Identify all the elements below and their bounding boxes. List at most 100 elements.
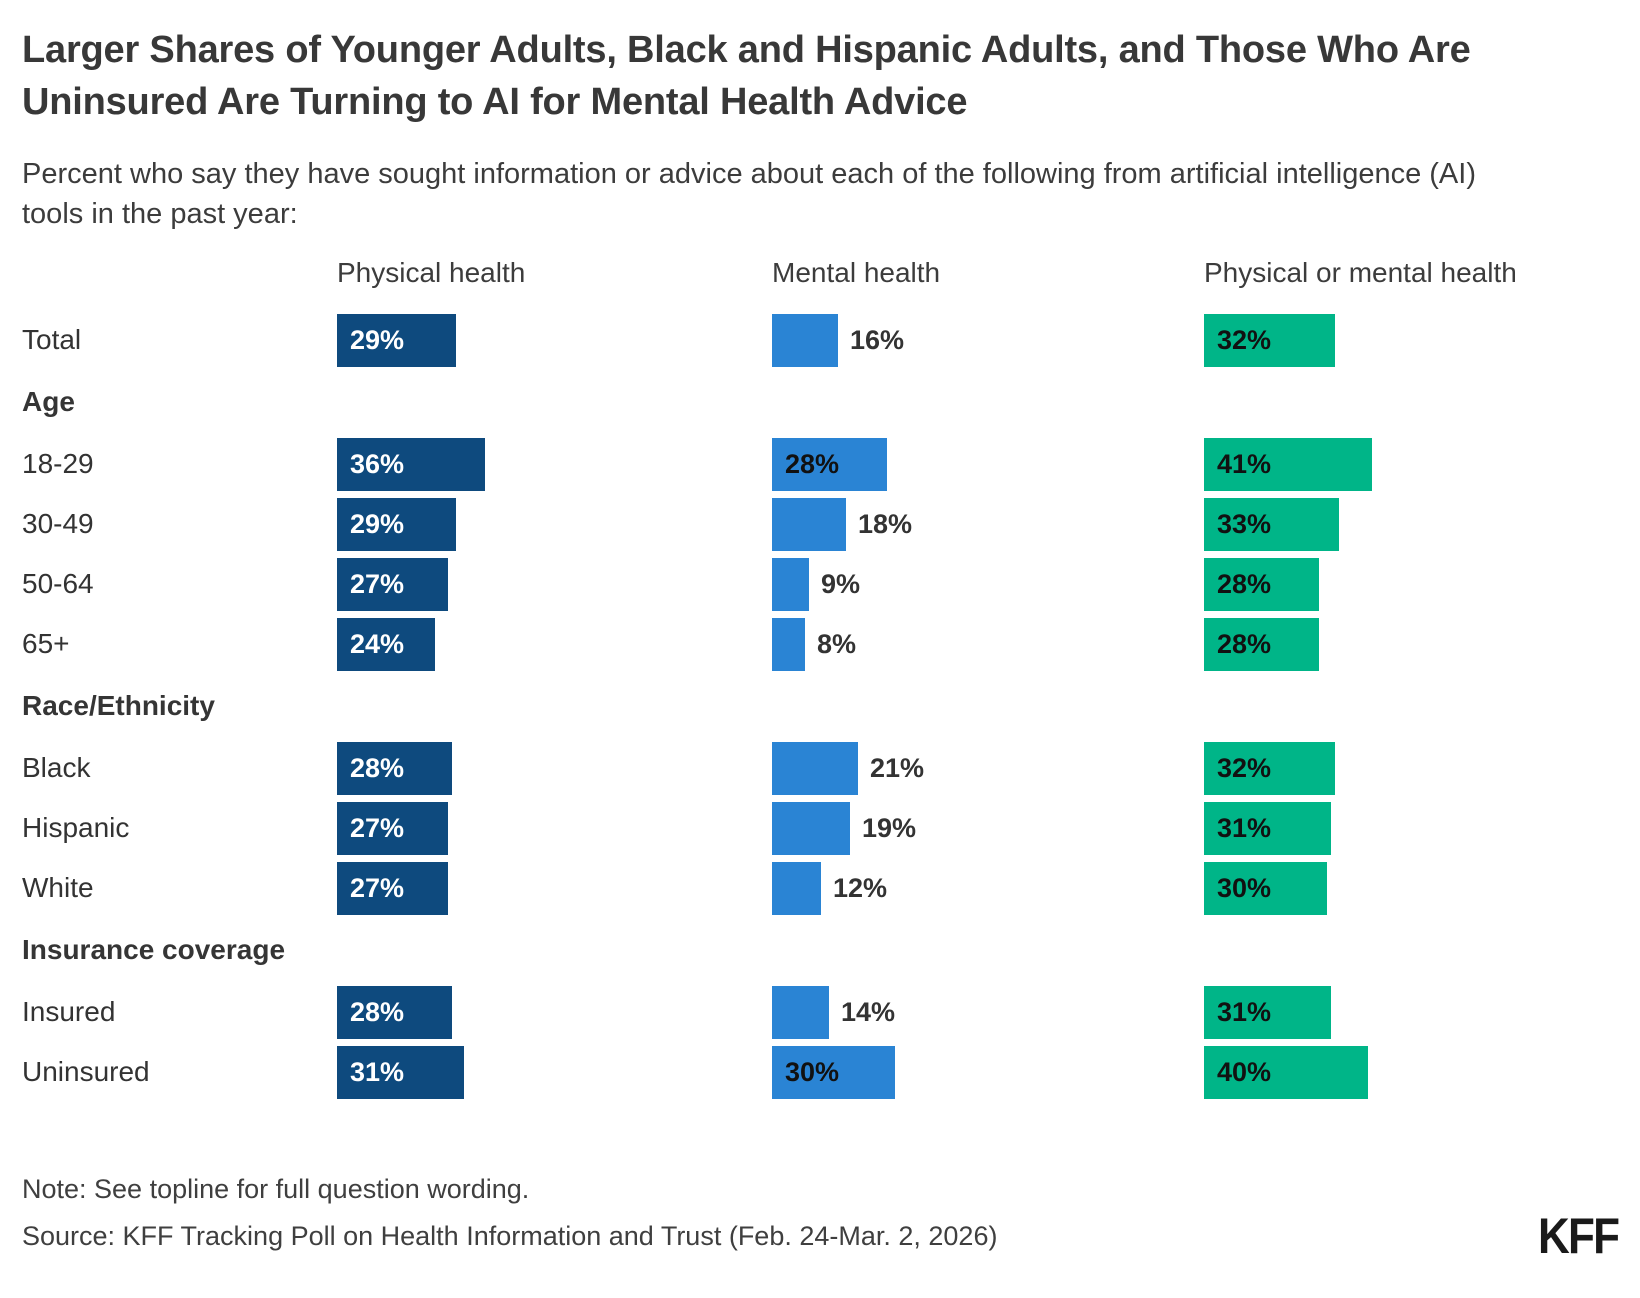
bar-value-label: 27%: [350, 872, 405, 903]
bar-mental-health-65: [772, 617, 805, 671]
bar-cell-physical-or-mental-health: 40%: [1204, 1045, 1640, 1099]
bar-physical-or-mental-health-uninsured: 40%: [1204, 1045, 1368, 1099]
bar-physical-or-mental-health-hispanic: 31%: [1204, 801, 1331, 855]
bar-cell-mental-health: 12%: [772, 861, 1204, 915]
bar-physical-or-mental-health-18-29: 41%: [1204, 437, 1372, 491]
bar-row-hispanic: Hispanic 27% 19% 31%: [0, 798, 1640, 858]
bar-mental-health-18-29: 28%: [772, 437, 887, 491]
row-label: 50-64: [22, 568, 94, 599]
column-header-cell-mental: Mental health: [772, 257, 1204, 289]
row-label: 18-29: [22, 448, 94, 479]
bar-physical-health-65: 24%: [337, 617, 435, 671]
bar-cell-physical-health: 28%: [337, 741, 772, 795]
column-header-mental-health: Mental health: [772, 257, 941, 288]
column-header-row: Physical health Mental health Physical o…: [0, 248, 1640, 298]
bar-value-label: 28%: [350, 752, 405, 783]
section-header-label: Age: [22, 386, 75, 417]
bar-row-50-64: 50-64 27% 9% 28%: [0, 554, 1640, 614]
bar-value-label: 40%: [1217, 1056, 1272, 1087]
section-header-label: Insurance coverage: [22, 934, 286, 965]
row-label: White: [22, 872, 94, 903]
bar-cell-mental-health: 19%: [772, 801, 1204, 855]
column-header-cell-combined: Physical or mental health: [1204, 257, 1640, 289]
bar-cell-physical-health: 31%: [337, 1045, 772, 1099]
bar-value-label: 27%: [350, 812, 405, 843]
page-title: Larger Shares of Younger Adults, Black a…: [22, 29, 1471, 123]
row-label: Uninsured: [22, 1056, 150, 1087]
bar-value-label: 29%: [350, 508, 405, 539]
bar-value-label: 31%: [1217, 996, 1272, 1027]
bar-mental-health-insured: [772, 985, 829, 1039]
source-line: Source: KFF Tracking Poll on Health Info…: [22, 1221, 998, 1251]
bar-physical-health-uninsured: 31%: [337, 1045, 464, 1099]
bar-value-label: 41%: [1217, 448, 1272, 479]
bar-cell-mental-health: 21%: [772, 741, 1204, 795]
bar-cell-physical-health: 27%: [337, 557, 772, 611]
bar-cell-mental-health: 14%: [772, 985, 1204, 1039]
row-label: 30-49: [22, 508, 94, 539]
row-label: Insured: [22, 996, 116, 1027]
bar-value-label: 24%: [350, 628, 405, 659]
bar-cell-mental-health: 9%: [772, 557, 1204, 611]
bar-value-label: 21%: [870, 752, 925, 783]
bar-cell-physical-health: 36%: [337, 437, 772, 491]
bar-physical-health-hispanic: 27%: [337, 801, 448, 855]
bar-value-label: 30%: [785, 1056, 840, 1087]
bar-physical-or-mental-health-black: 32%: [1204, 741, 1335, 795]
bar-cell-mental-health: 28%: [772, 437, 1204, 491]
bar-physical-or-mental-health-total: 32%: [1204, 313, 1335, 367]
bar-cell-physical-health: 29%: [337, 313, 772, 367]
chart-rows: Total 29% 16% 32% Age 18-29 36% 28% 41% 30-49 29% 1…: [0, 310, 1640, 1102]
row-label: Hispanic: [22, 812, 130, 843]
bar-value-label: 28%: [350, 996, 405, 1027]
bar-value-label: 8%: [817, 628, 857, 659]
column-header-physical-or-mental-health: Physical or mental health: [1204, 257, 1517, 288]
bar-value-label: 12%: [833, 872, 888, 903]
bar-value-label: 28%: [785, 448, 840, 479]
bar-row-total: Total 29% 16% 32%: [0, 310, 1640, 370]
bar-value-label: 32%: [1217, 752, 1272, 783]
section-header-race-ethnicity: Race/Ethnicity: [0, 674, 1640, 738]
bar-value-label: 9%: [821, 568, 861, 599]
bar-row-30-49: 30-49 29% 18% 33%: [0, 494, 1640, 554]
bar-value-label: 28%: [1217, 568, 1272, 599]
bar-mental-health-white: [772, 861, 821, 915]
bar-cell-physical-health: 27%: [337, 801, 772, 855]
bar-value-label: 32%: [1217, 324, 1272, 355]
grouped-bar-chart: Physical health Mental health Physical o…: [0, 248, 1640, 1102]
bar-value-label: 19%: [862, 812, 917, 843]
bar-cell-mental-health: 18%: [772, 497, 1204, 551]
bar-cell-physical-health: 27%: [337, 861, 772, 915]
bar-cell-physical-or-mental-health: 41%: [1204, 437, 1640, 491]
bar-cell-physical-or-mental-health: 28%: [1204, 557, 1640, 611]
bar-cell-mental-health: 8%: [772, 617, 1204, 671]
bar-row-white: White 27% 12% 30%: [0, 858, 1640, 918]
row-label: Total: [22, 324, 82, 355]
bar-cell-physical-health: 28%: [337, 985, 772, 1039]
row-label: Black: [22, 752, 91, 783]
bar-mental-health-30-49: [772, 497, 846, 551]
bar-value-label: 14%: [841, 996, 896, 1027]
source-row: Source: KFF Tracking Poll on Health Info…: [22, 1211, 1620, 1261]
bar-row-insured: Insured 28% 14% 31%: [0, 982, 1640, 1042]
bar-physical-or-mental-health-50-64: 28%: [1204, 557, 1319, 611]
bar-value-label: 31%: [350, 1056, 405, 1087]
chart-footer: Note: See topline for full question word…: [22, 1172, 1620, 1261]
bar-mental-health-black: [772, 741, 858, 795]
bar-mental-health-uninsured: 30%: [772, 1045, 895, 1099]
footnote: Note: See topline for full question word…: [22, 1174, 530, 1204]
bar-physical-or-mental-health-65: 28%: [1204, 617, 1319, 671]
bar-physical-health-18-29: 36%: [337, 437, 485, 491]
bar-cell-physical-health: 24%: [337, 617, 772, 671]
bar-physical-or-mental-health-white: 30%: [1204, 861, 1327, 915]
row-label: 65+: [22, 628, 70, 659]
bar-mental-health-hispanic: [772, 801, 850, 855]
bar-cell-physical-health: 29%: [337, 497, 772, 551]
column-header-cell-physical: Physical health: [337, 257, 772, 289]
bar-cell-physical-or-mental-health: 31%: [1204, 801, 1640, 855]
bar-physical-health-insured: 28%: [337, 985, 452, 1039]
bar-cell-mental-health: 30%: [772, 1045, 1204, 1099]
bar-cell-physical-or-mental-health: 30%: [1204, 861, 1640, 915]
bar-cell-physical-or-mental-health: 33%: [1204, 497, 1640, 551]
bar-value-label: 27%: [350, 568, 405, 599]
